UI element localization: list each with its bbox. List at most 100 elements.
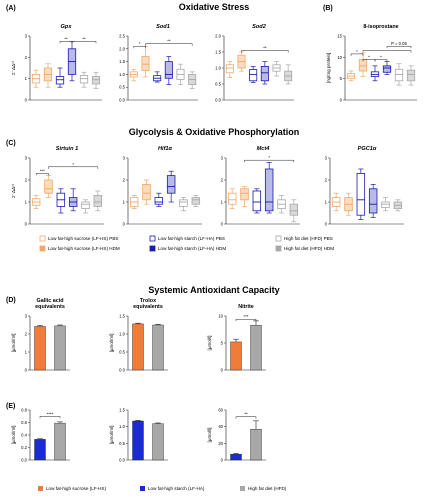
y-tick-label: 2 — [25, 178, 28, 183]
y-tick-label: 0.5 — [215, 82, 221, 87]
chart-title: 8-isoprostane — [363, 24, 398, 30]
bar — [132, 420, 144, 461]
box-hfd-pbs — [79, 71, 89, 88]
significance-label: * — [380, 54, 382, 59]
chart-gae_d: Gallic acid equivalents 0 1 2 3 [µmol/ml] — [11, 298, 70, 373]
chart-hif: Hif1α 0 1 2 3 — [123, 146, 202, 227]
box-hfd-hdm — [91, 71, 101, 89]
y-tick-label: 2 — [123, 178, 126, 183]
chart-tro_e: 0.0 0.5 1.0 1.5 [µmol/ml] — [109, 408, 168, 463]
legend-label: High fat diet (HFD) PBS — [284, 236, 333, 241]
bar — [132, 323, 144, 371]
significance-bracket — [350, 53, 364, 56]
y-tick-label: 5 — [221, 341, 224, 346]
y-tick-label: 1 — [221, 200, 224, 205]
box-hfd-hdm — [289, 199, 299, 223]
panel-letter-d: (D) — [6, 297, 16, 304]
significance-bracket — [244, 159, 295, 163]
legend-swatch — [275, 245, 282, 252]
legend-item-main: Low fat-high starch (LF-HA) PBS — [149, 235, 225, 242]
y-tick-label: 0 — [221, 458, 224, 463]
legend-swatch — [38, 486, 43, 491]
y-tick-label: 0.0 — [119, 368, 125, 373]
significance-bracket — [35, 173, 49, 176]
chart-mct: Mct4 0 1 2 3 * — [221, 146, 300, 227]
box-hfd-hdm — [191, 195, 201, 207]
y-tick-label: 0.0 — [119, 458, 125, 463]
significance-label: * — [139, 41, 141, 46]
box-iqr — [164, 61, 173, 79]
chart-title: Sod1 — [156, 24, 170, 30]
y-axis-label: [µmol/ml] — [109, 334, 114, 353]
box-lf-hs-pbs — [346, 70, 356, 82]
legend-label: Low fat-high sucrose (LF-HS) HDM — [48, 246, 120, 251]
y-axis-label: [µmol/ml] — [11, 426, 16, 445]
box-lf-ha-hdm — [382, 61, 392, 75]
box-lf-ha-hdm — [260, 61, 269, 85]
legend-label: Low fat-high sucrose (LF-HS) — [46, 486, 106, 491]
y-tick-label: 0.0 — [119, 98, 125, 103]
y-tick-label: 1 — [25, 76, 28, 81]
y-tick-label: 1.5 — [119, 408, 125, 413]
significance-label: ** — [64, 36, 68, 41]
y-axis-label: [µmol/ml] — [11, 334, 16, 353]
legend-label: Low fat-high starch (LF-HA) — [148, 486, 205, 491]
legend-label: Low fat-high sucrose (LF-HS) PBS — [48, 236, 118, 241]
title-line: Trolox — [140, 298, 156, 304]
bar-lf-hs — [34, 325, 46, 371]
chart-title: Gallic acid equivalents — [35, 298, 65, 310]
y-axis-label: [µmol/l] — [207, 428, 212, 443]
box-iqr — [289, 203, 299, 216]
significance-bracket — [374, 59, 388, 62]
box-iqr — [394, 68, 404, 82]
box-iqr — [382, 65, 392, 73]
y-tick-label: 1.0 — [215, 66, 221, 71]
y-tick-label: 0.0 — [215, 98, 221, 103]
bar — [152, 423, 164, 461]
y-tick-label: 0.5 — [119, 350, 125, 355]
box-hfd-hdm — [406, 65, 416, 86]
y-tick-label: 0.5 — [119, 85, 125, 90]
bar — [152, 324, 164, 371]
box-lf-hs-pbs — [227, 188, 237, 209]
box-iqr — [44, 179, 53, 194]
box-lf-ha-hdm — [67, 40, 77, 82]
box-lf-hs-pbs — [31, 195, 41, 209]
significance-label: * — [356, 49, 358, 54]
bar — [250, 324, 262, 371]
y-tick-label: 3 — [25, 34, 28, 39]
box-iqr — [141, 56, 150, 71]
significance-bracket — [235, 318, 257, 322]
box-iqr — [154, 197, 164, 205]
y-tick-label: 10 — [218, 314, 223, 319]
box-lf-hs-pbs — [129, 195, 139, 209]
box-lf-ha-hdm — [166, 170, 176, 203]
chart-title: Hif1α — [158, 146, 173, 152]
significance-bracket — [39, 416, 61, 419]
title-line: equivalents — [133, 304, 163, 310]
box-lf-ha-pbs — [153, 71, 162, 83]
box-lf-ha-pbs — [55, 67, 65, 88]
box-iqr — [179, 199, 188, 207]
y-tick-label: 0 — [340, 98, 343, 103]
bar — [54, 325, 66, 371]
box-lf-ha-pbs — [370, 65, 380, 82]
box-hfd-pbs — [272, 61, 281, 77]
legend-label: Low fat-high starch (LF-HA) PBS — [158, 236, 225, 241]
legend-swatch — [149, 235, 156, 242]
legend-label: Low fat-high starch (LF-HA) HDM — [158, 246, 226, 251]
legend-item-main: High fat diet (HFD) PBS — [275, 235, 333, 242]
box-lf-ha-hdm — [164, 56, 173, 85]
significance-label: ** — [263, 45, 267, 50]
box-lf-hs-hdm — [142, 179, 151, 205]
y-tick-label: 3 — [123, 156, 126, 161]
y-tick-label: 3 — [25, 314, 28, 319]
y-tick-label: 0.4 — [21, 433, 27, 438]
box-lf-hs-pbs — [225, 61, 234, 78]
y-tick-label: 2 — [325, 178, 328, 183]
box-hfd-hdm — [393, 199, 403, 212]
bar-hfd — [152, 422, 164, 461]
section-title-glycolysis: Glycolysis & Oxidative Phosphorylation — [129, 127, 300, 137]
